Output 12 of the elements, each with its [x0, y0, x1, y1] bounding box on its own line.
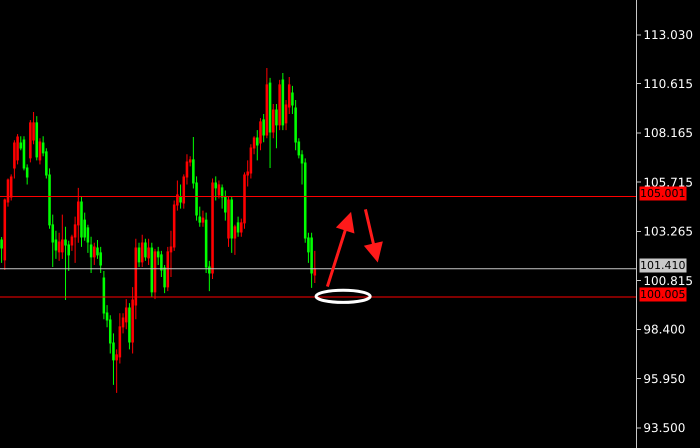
- y-tick-label: 108.165: [643, 126, 694, 140]
- y-tick-label: 93.500: [643, 421, 686, 436]
- y-tick-label: 113.030: [643, 28, 694, 42]
- y-tick-label: 98.400: [643, 322, 686, 337]
- y-tick-label: 95.950: [643, 372, 686, 386]
- y-tick-label: 105.715: [643, 175, 694, 190]
- ref-line-label: 105.001: [640, 187, 686, 200]
- ref-line-label: 101.410: [640, 259, 686, 272]
- ref-line-label: 100.005: [640, 288, 686, 301]
- y-tick-label: 110.615: [643, 76, 694, 91]
- y-tick-label: 100.815: [643, 274, 694, 288]
- y-tick-label: 103.265: [643, 224, 694, 239]
